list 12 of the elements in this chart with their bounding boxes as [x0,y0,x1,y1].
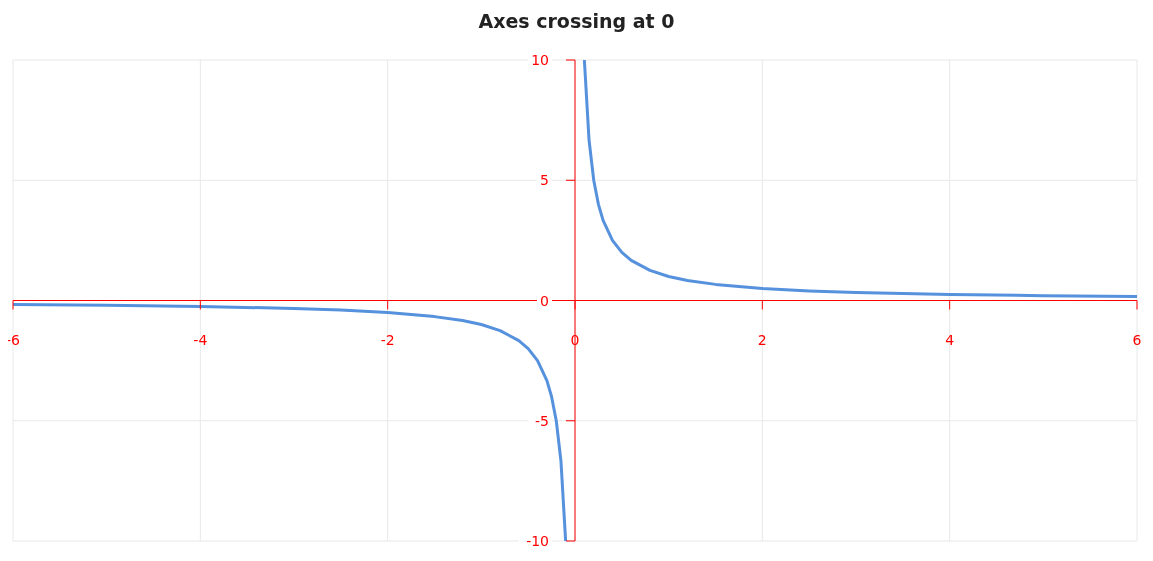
y-tick-label: -5 [535,412,549,429]
x-tick-label: 0 [570,331,580,348]
y-tick-label: 5 [540,172,549,189]
x-tick-label: 2 [757,331,767,348]
y-tick-label: -10 [526,533,549,549]
x-tick-label: -2 [380,331,395,348]
chart-title: Axes crossing at 0 [477,10,676,32]
x-tick-label: 4 [945,331,955,348]
y-tick-label: 0 [540,292,549,309]
x-tick-label: -4 [193,331,208,348]
x-tick-label: 6 [1132,331,1142,348]
y-tick-label: 10 [531,52,549,68]
